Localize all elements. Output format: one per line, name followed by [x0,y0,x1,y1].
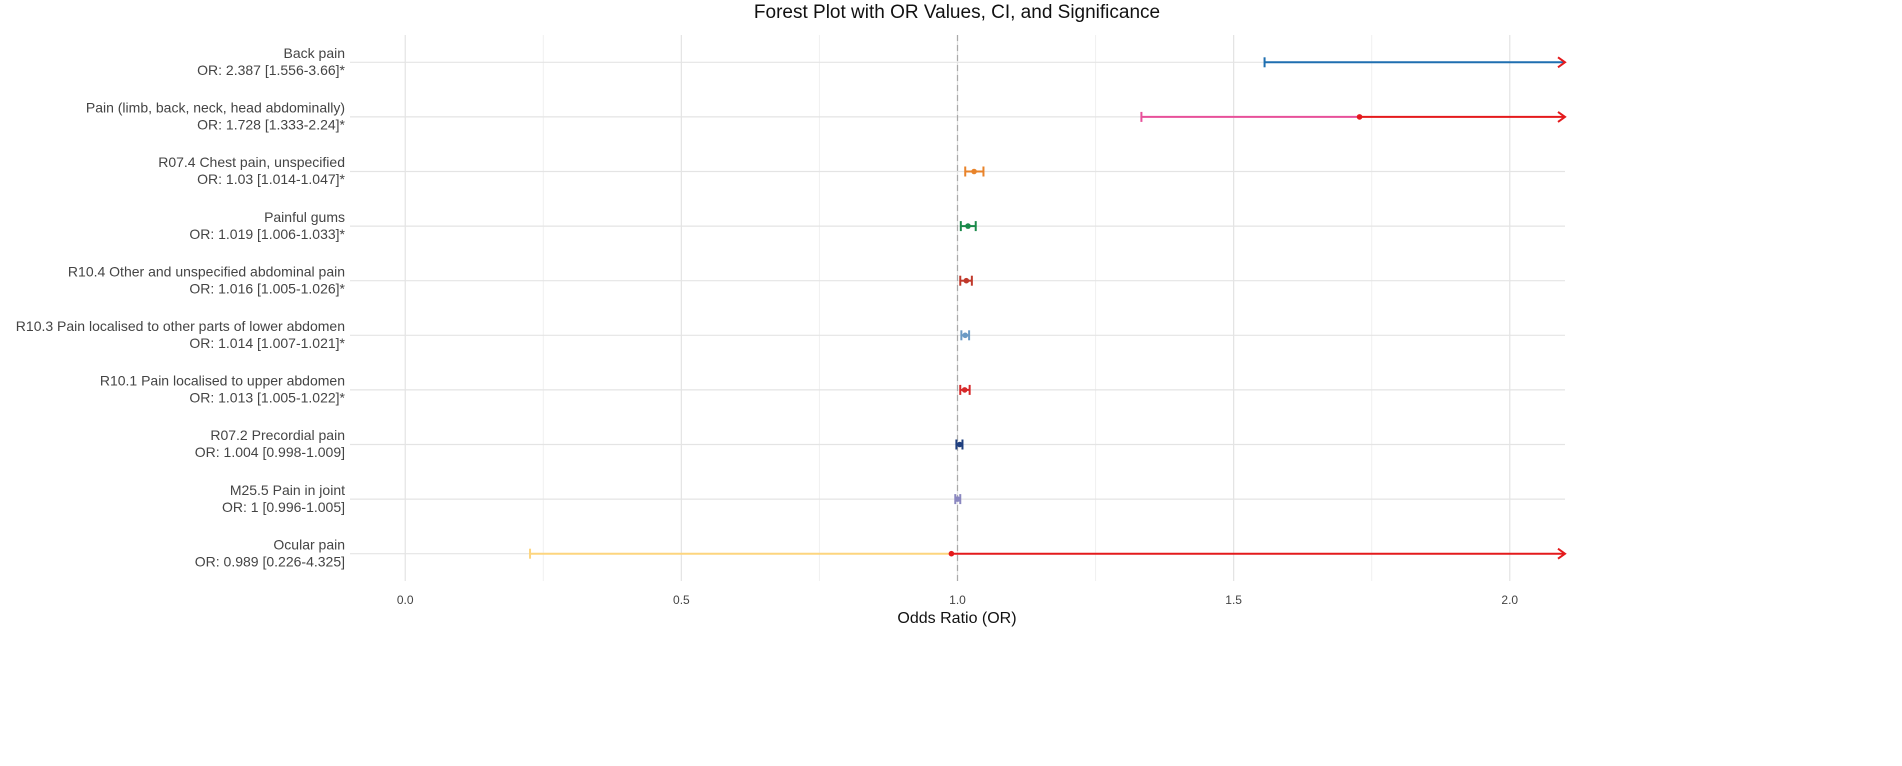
x-tick-label: 0.5 [673,593,690,607]
or-point [965,223,971,229]
chart-title: Forest Plot with OR Values, CI, and Sign… [754,2,1160,23]
or-label: OR: 2.387 [1.556-3.66]* [197,62,345,78]
or-label: OR: 1.014 [1.007-1.021]* [189,335,345,351]
row-label: R10.3 Pain localised to other parts of l… [16,318,345,334]
row-label: R07.4 Chest pain, unspecified [158,154,345,170]
or-point [962,332,969,339]
or-point [954,496,961,502]
row-label: Pain (limb, back, neck, head abdominally… [86,100,345,116]
or-point [956,441,963,448]
or-label: OR: 0.989 [0.226-4.325] [195,553,345,569]
or-label: OR: 1.016 [1.005-1.026]* [189,280,345,296]
x-tick-label: 2.0 [1501,593,1518,607]
row-label: R10.1 Pain localised to upper abdomen [100,373,345,389]
row-label: R07.2 Precordial pain [210,427,345,443]
or-label: OR: 1.019 [1.006-1.033]* [189,226,345,242]
overflow-arrow [1557,547,1567,560]
x-axis-label: Odds Ratio (OR) [897,610,1016,627]
or-point [971,168,977,175]
or-point [963,277,970,284]
or-label: OR: 1.728 [1.333-2.24]* [197,117,345,133]
x-tick-label: 1.5 [1225,593,1242,607]
or-label: OR: 1 [0.996-1.005] [222,499,345,515]
row-label: M25.5 Pain in joint [230,482,345,498]
row-label: Painful gums [264,209,345,225]
or-point [1356,114,1363,120]
or-label: OR: 1.004 [0.998-1.009] [195,444,345,460]
or-label: OR: 1.03 [1.014-1.047]* [197,171,345,187]
row-label: R10.4 Other and unspecified abdominal pa… [68,263,345,279]
x-tick-label: 1.0 [949,593,966,607]
x-tick-label: 0.0 [397,593,414,607]
overflow-arrow [1557,111,1567,123]
row-label: Ocular pain [273,536,345,552]
or-point [961,387,968,393]
or-point [948,550,955,557]
row-label: Back pain [284,45,345,61]
or-label: OR: 1.013 [1.005-1.022]* [189,390,345,406]
overflow-arrow [1557,56,1567,69]
